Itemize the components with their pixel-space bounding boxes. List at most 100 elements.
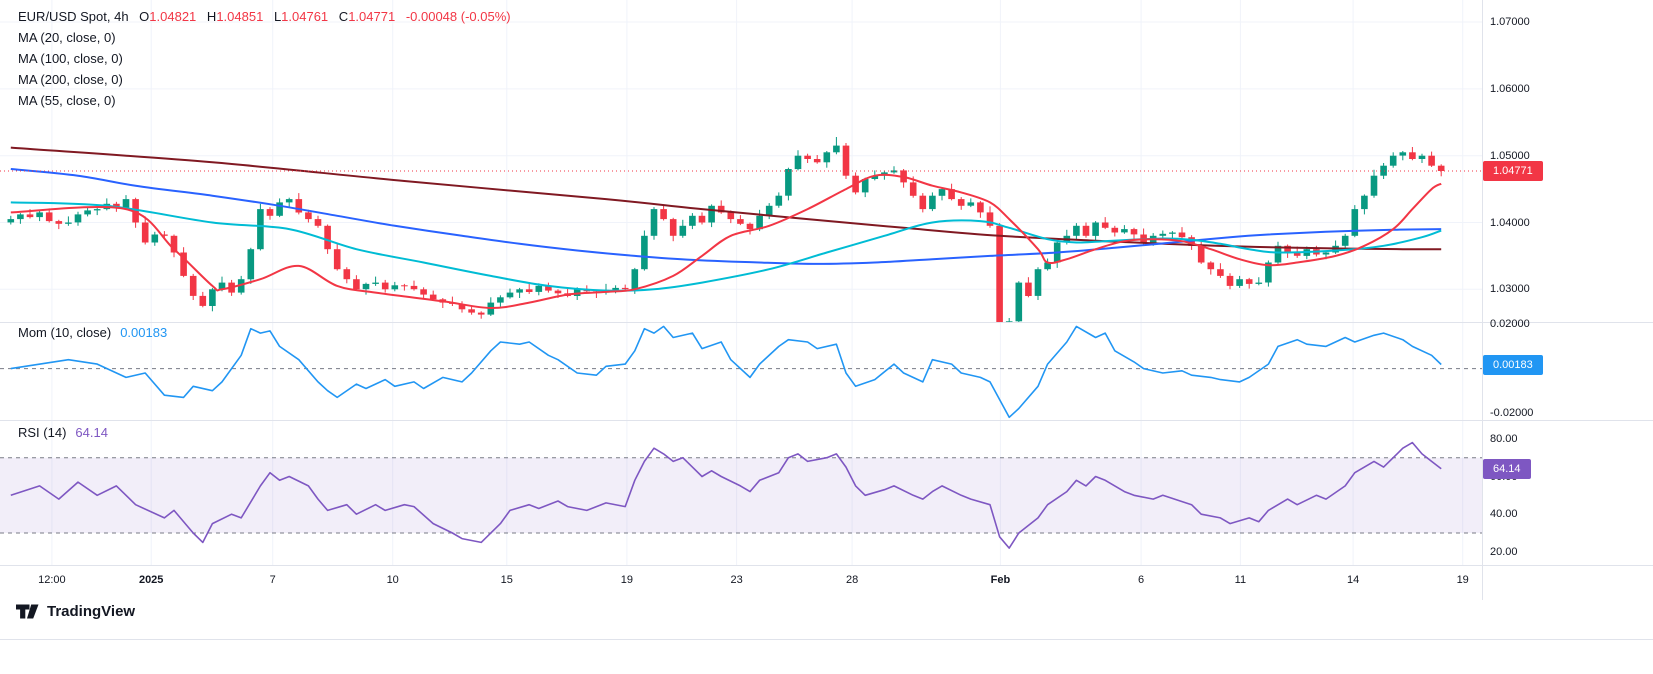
candle [775, 195, 783, 206]
rsi-tick-label: 20.00 [1490, 545, 1518, 558]
candle [1389, 155, 1397, 166]
price-tick-label: 1.04000 [1490, 216, 1530, 229]
moving-averages-layer [10, 146, 1442, 310]
time-tick-label: 11 [1234, 574, 1247, 586]
legend-ma-20[interactable]: MA (20, close, 0) [18, 30, 116, 45]
candle [957, 199, 965, 206]
candle [266, 209, 274, 216]
candle [1101, 222, 1109, 228]
time-axis[interactable]: 12:00 2025 7 10 15 19 23 28 Feb 6 11 14 19 [0, 565, 1482, 600]
time-tick-label: 19 [1456, 574, 1469, 586]
candle [353, 279, 360, 290]
candle [391, 285, 399, 290]
ma-line-ma20 [10, 173, 1442, 310]
price-tick-label: 1.05000 [1490, 149, 1530, 162]
candle [285, 199, 293, 203]
candle [689, 215, 696, 226]
candle [929, 195, 936, 210]
last-price-label: 1.04771 [1483, 161, 1543, 181]
time-tick-label: 2025 [138, 574, 164, 586]
candle [1245, 279, 1253, 284]
candle [1409, 152, 1416, 159]
candle [199, 295, 207, 306]
pane-separator-price-momentum[interactable] [0, 322, 1653, 323]
candle [7, 219, 15, 223]
legend-rsi-pane[interactable]: RSI (14) 64.14 [18, 425, 108, 440]
candle [343, 269, 351, 280]
candle [276, 202, 283, 216]
candle [295, 199, 303, 213]
legend-ma-55[interactable]: MA (55, close, 0) [18, 93, 116, 108]
candle [919, 195, 927, 210]
candle [1121, 229, 1128, 233]
legend-ma-200[interactable]: MA (200, close, 0) [18, 72, 123, 87]
candle [794, 155, 802, 170]
candle [1044, 262, 1051, 270]
candle [381, 282, 389, 290]
candle [170, 235, 178, 253]
candle [93, 209, 101, 211]
tradingview-logo[interactable]: TradingView [16, 603, 135, 620]
candle [151, 234, 159, 243]
rsi-band [0, 457, 1482, 533]
pane-separator-momentum-rsi[interactable] [0, 420, 1653, 421]
time-tick-label: 10 [386, 574, 399, 586]
legend-symbol-row[interactable]: EUR/USD Spot, 4h O1.04821 H1.04851 L1.04… [18, 6, 511, 27]
candle [938, 189, 946, 196]
open-key: O [139, 9, 150, 24]
legend-ma-100[interactable]: MA (100, close, 0) [18, 51, 123, 66]
momentum-layer [0, 325, 1482, 419]
time-tick-label: 14 [1346, 574, 1360, 586]
candle [1351, 209, 1359, 236]
candle [209, 289, 216, 306]
candle [1217, 269, 1224, 276]
candle [765, 205, 773, 216]
candle [237, 279, 245, 293]
candles-layer [7, 137, 1445, 322]
candle [1169, 232, 1176, 234]
symbol-title[interactable]: EUR/USD Spot, 4h [18, 9, 129, 24]
candle [641, 235, 648, 270]
candle [65, 222, 72, 224]
candle [1322, 252, 1330, 255]
rsi-tick-label: 80.00 [1490, 432, 1518, 445]
legend-momentum-pane[interactable]: Mom (10, close) 0.00183 [18, 325, 167, 340]
low-key: L [273, 9, 282, 24]
rsi-value: 64.14 [75, 425, 108, 440]
candle [1130, 229, 1138, 235]
candle [1178, 232, 1186, 238]
candle [1265, 262, 1272, 283]
candle [871, 175, 879, 179]
candle [631, 269, 639, 290]
momentum-value-label: 0.00183 [1483, 354, 1543, 375]
candle [535, 285, 543, 292]
candle [1034, 269, 1042, 296]
candle [141, 222, 149, 243]
price-axis[interactable]: 1.07000 1.06000 1.05000 1.04000 1.03000 0.020… [1482, 0, 1653, 600]
candle [401, 285, 408, 287]
price-tick-label: 1.06000 [1490, 82, 1530, 95]
candle [621, 287, 629, 290]
candle [324, 225, 331, 250]
candle [1418, 155, 1426, 159]
candle [554, 290, 562, 294]
candle [737, 219, 744, 224]
candle [84, 210, 91, 215]
candle [1197, 245, 1205, 263]
high-value: 1.04851 [216, 9, 264, 24]
candle [1073, 225, 1080, 236]
time-tick-label: 7 [269, 574, 276, 586]
candle [746, 223, 754, 230]
chart-canvas[interactable] [0, 0, 1482, 565]
candle [996, 225, 1003, 322]
candle [823, 152, 831, 163]
candle [1293, 252, 1301, 256]
close-value: 1.04771 [348, 9, 396, 24]
candle [1274, 245, 1282, 263]
candle [804, 155, 811, 159]
time-tick-label: 23 [730, 574, 743, 586]
low-value: 1.04761 [281, 9, 329, 24]
candle [45, 212, 53, 222]
candle [180, 252, 187, 276]
widget-bottom-border [0, 639, 1653, 640]
